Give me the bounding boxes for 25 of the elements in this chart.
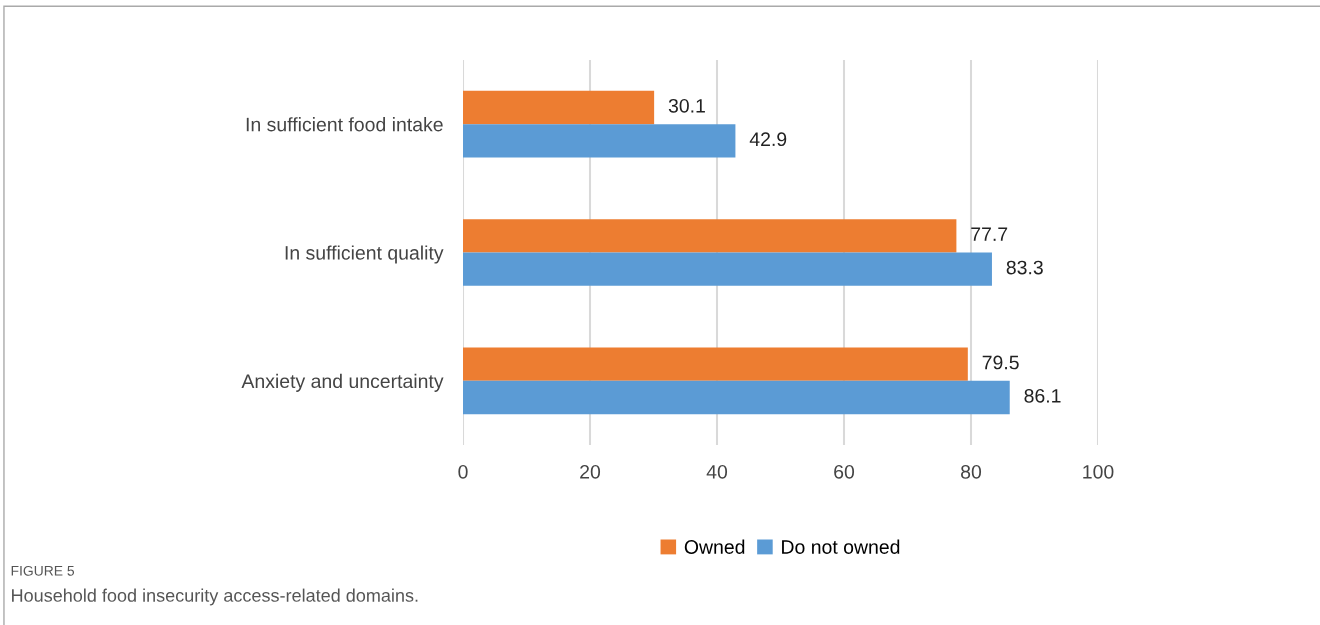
data-label: 86.1	[1024, 388, 1061, 403]
data-label: 30.1	[668, 98, 705, 113]
bar	[463, 219, 957, 253]
bar	[463, 380, 1010, 415]
x-tick-label: 40	[706, 464, 728, 479]
data-label: 83.3	[1006, 260, 1043, 275]
data-label: 42.9	[749, 132, 787, 147]
x-tick-label: 0	[458, 464, 468, 479]
y-tick-label: In sufficient quality	[285, 245, 444, 264]
data-label: 77.7	[971, 227, 1008, 241]
legend-label: Do not owned	[782, 539, 900, 554]
x-tick-label: 100	[1083, 464, 1114, 479]
caption: FIGURE 5	[11, 565, 75, 576]
data-label: 79.5	[982, 355, 1019, 370]
text: Household food insecurity access-related domains.	[12, 588, 418, 606]
x-tick-label: 60	[834, 464, 855, 479]
legend-label: Owned	[684, 539, 745, 554]
bar	[463, 252, 992, 286]
bar	[463, 90, 655, 125]
y-tick-label: Anxiety and uncertainty	[241, 373, 444, 392]
bar	[463, 347, 968, 381]
x-tick-label: 20	[580, 464, 601, 479]
bar	[463, 124, 736, 158]
y-tick-label: In sufficient food intake	[246, 117, 443, 132]
x-tick-label: 80	[961, 464, 982, 479]
